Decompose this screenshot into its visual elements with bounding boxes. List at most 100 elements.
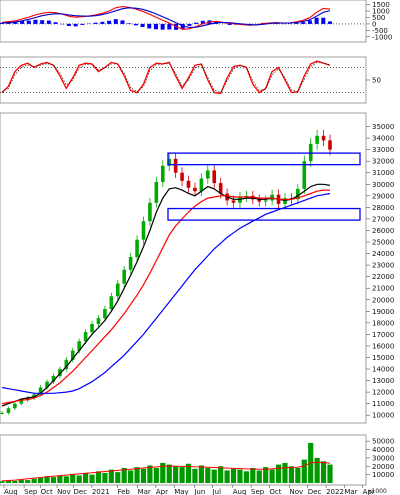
volume-y-tick-label: 10000 xyxy=(372,471,394,479)
x-tick-label: Apr xyxy=(156,488,168,495)
price-y-tick-label: 19000 xyxy=(372,308,394,316)
price-y-tick-label: 10000 xyxy=(372,412,394,420)
volume-y-tick-label: 50000 xyxy=(372,438,394,446)
volume-y-tick-label: 40000 xyxy=(372,446,394,454)
price-y-tick-label: 17000 xyxy=(372,331,394,339)
x-tick-label: Sep xyxy=(24,488,38,495)
x-tick-label: May xyxy=(174,488,188,495)
x-tick-label: Aug xyxy=(233,488,247,495)
candle-body xyxy=(302,161,307,189)
price-y-tick-label: 12000 xyxy=(372,389,394,397)
price-y-tick-label: 27000 xyxy=(372,215,394,223)
volume-bar xyxy=(160,462,166,483)
candle-body xyxy=(19,400,24,404)
volume-bar xyxy=(327,464,333,483)
candle-body xyxy=(193,187,197,192)
volume-bar xyxy=(301,459,307,483)
x-tick-label: Oct xyxy=(269,488,281,495)
volume-bar xyxy=(5,480,12,483)
volume-bar xyxy=(83,472,89,483)
volume-bar xyxy=(230,468,237,483)
volume-bar xyxy=(140,468,147,483)
price-y-tick-label: 29000 xyxy=(372,192,394,200)
volume-bar xyxy=(263,467,269,483)
price-y-tick-label: 33000 xyxy=(372,146,394,154)
price-y-tick-label: 30000 xyxy=(372,181,394,189)
volume-bar xyxy=(108,469,114,483)
volume-bar xyxy=(173,466,179,483)
candle-body xyxy=(109,296,114,309)
volume-bar xyxy=(295,467,301,483)
signal-line xyxy=(1,7,331,29)
volume-bar xyxy=(18,479,24,483)
volume-bar xyxy=(37,477,44,483)
candle-body xyxy=(257,199,262,202)
volume-bar xyxy=(224,470,230,483)
volume-bar xyxy=(282,462,288,483)
price-y-tick-label: 14000 xyxy=(372,366,394,374)
price-zone-box xyxy=(167,207,361,221)
volume-ma-line xyxy=(1,461,331,482)
candle-body xyxy=(167,158,172,166)
volume-bar xyxy=(243,471,249,483)
macd-y-tick-label: 1000 xyxy=(372,8,390,16)
volume-bar xyxy=(89,474,95,483)
price-y-tick-label: 11000 xyxy=(372,400,394,408)
oscillator-line xyxy=(1,60,331,95)
candle-body xyxy=(64,359,69,370)
price-y-tick-label: 23000 xyxy=(372,262,394,270)
x-tick-label: Dec xyxy=(74,488,88,495)
volume-bar xyxy=(134,467,140,483)
candle-body xyxy=(83,332,88,342)
candle-body xyxy=(38,387,43,395)
volume-bar xyxy=(314,457,320,483)
candle-body xyxy=(180,172,184,181)
candle-body xyxy=(70,350,75,360)
price-y-tick-label: 25000 xyxy=(372,239,394,247)
macd-panel-frame xyxy=(0,0,367,43)
volume-bar xyxy=(205,467,211,483)
candle-body xyxy=(296,188,300,200)
candle-body xyxy=(212,170,217,184)
candle-body xyxy=(141,221,146,240)
volume-bar xyxy=(63,476,69,483)
volume-bar xyxy=(185,463,192,483)
candle-body xyxy=(328,140,332,150)
candle-body xyxy=(90,324,94,333)
volume-bar xyxy=(128,470,134,483)
candle-body xyxy=(115,283,120,297)
volume-bar xyxy=(57,475,63,483)
x-axis: Aug Sep Oct Nov Dec 2021 Feb Mar Apr May Jun Jul Aug… xyxy=(3,485,375,495)
volume-bar xyxy=(211,469,217,483)
candle-body xyxy=(186,180,191,188)
x-tick-label: Oct xyxy=(41,488,53,495)
candle-body xyxy=(321,135,326,141)
price-y-tick-label: 32000 xyxy=(372,158,394,166)
candle-body xyxy=(6,408,11,413)
volume-bar xyxy=(70,473,76,483)
volume-bar xyxy=(250,467,256,483)
price-y-tick-label: 35000 xyxy=(372,123,394,131)
candle-body xyxy=(160,165,165,182)
volume-bar xyxy=(198,465,204,483)
oscillator-signal-line xyxy=(1,62,331,93)
volume-bar xyxy=(256,470,262,483)
price-y-tick-label: 20000 xyxy=(372,296,394,304)
price-y-tick-label: 26000 xyxy=(372,227,394,235)
candle-body xyxy=(206,170,210,179)
candle-body xyxy=(173,158,178,173)
oscillator-panel: 50 xyxy=(0,60,381,95)
volume-bar xyxy=(237,469,243,483)
volume-y-tick-label: 20000 xyxy=(372,463,394,471)
price-y-tick-label: 21000 xyxy=(372,285,394,293)
price-y-tick-label: 22000 xyxy=(372,273,394,281)
price-y-tick-label: 31000 xyxy=(372,169,394,177)
macd-y-tick-label: 0 xyxy=(372,20,376,28)
candle-body xyxy=(199,178,204,192)
price-y-tick-label: 24000 xyxy=(372,250,394,258)
volume-bar xyxy=(115,472,121,483)
